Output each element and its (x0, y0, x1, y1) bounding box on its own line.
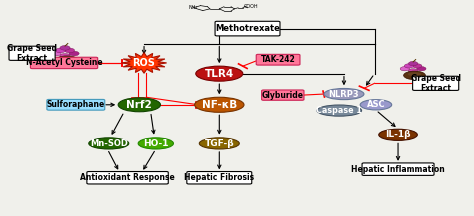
Circle shape (60, 46, 70, 50)
Circle shape (64, 48, 74, 53)
FancyBboxPatch shape (47, 99, 105, 110)
Ellipse shape (408, 72, 421, 76)
Ellipse shape (118, 98, 161, 112)
Circle shape (417, 67, 426, 71)
Text: Caspase 1: Caspase 1 (316, 106, 362, 115)
Text: NF-κB: NF-κB (201, 100, 237, 110)
Text: Mn-SOD: Mn-SOD (90, 139, 128, 148)
Text: ROS: ROS (133, 58, 155, 68)
Circle shape (55, 48, 65, 53)
Text: N-Acetyl Cysteine: N-Acetyl Cysteine (26, 59, 102, 67)
Ellipse shape (379, 129, 417, 140)
Circle shape (412, 64, 422, 68)
Ellipse shape (138, 138, 173, 149)
Ellipse shape (89, 138, 129, 149)
FancyBboxPatch shape (187, 172, 252, 184)
Text: Antioxidant Response: Antioxidant Response (80, 173, 175, 182)
Text: Methotrexate: Methotrexate (215, 24, 280, 33)
Ellipse shape (360, 100, 392, 110)
FancyBboxPatch shape (9, 46, 55, 60)
Text: COOH: COOH (244, 3, 259, 9)
Text: HO-1: HO-1 (143, 139, 169, 148)
Text: Nrf2: Nrf2 (127, 100, 152, 110)
Text: IL-1β: IL-1β (385, 130, 411, 139)
Text: NH₂: NH₂ (189, 5, 198, 10)
Text: Grape Seed
Extract: Grape Seed Extract (410, 74, 461, 93)
Text: NLRP3: NLRP3 (328, 90, 359, 98)
Text: Hepatic Fibrosis: Hepatic Fibrosis (184, 173, 255, 182)
Circle shape (60, 54, 70, 58)
Circle shape (409, 69, 418, 73)
FancyBboxPatch shape (87, 172, 168, 184)
Ellipse shape (60, 57, 74, 61)
FancyBboxPatch shape (215, 21, 280, 36)
FancyBboxPatch shape (262, 90, 304, 100)
Polygon shape (121, 53, 167, 73)
Text: TGF-β: TGF-β (204, 139, 234, 148)
Circle shape (404, 64, 414, 68)
Ellipse shape (195, 97, 244, 112)
Text: TAK-242: TAK-242 (261, 55, 295, 64)
Ellipse shape (324, 89, 364, 100)
FancyBboxPatch shape (30, 57, 98, 69)
FancyBboxPatch shape (256, 54, 300, 65)
Circle shape (409, 61, 418, 66)
Circle shape (51, 51, 61, 56)
Ellipse shape (196, 66, 243, 81)
Circle shape (400, 67, 410, 71)
Ellipse shape (199, 138, 239, 149)
Text: Sulforaphane: Sulforaphane (47, 100, 105, 109)
Ellipse shape (55, 56, 79, 65)
Ellipse shape (404, 71, 425, 80)
FancyBboxPatch shape (413, 76, 459, 91)
Circle shape (69, 51, 79, 56)
Text: Glyburide: Glyburide (262, 91, 304, 100)
FancyBboxPatch shape (362, 163, 434, 175)
Text: Hepatic Inflammation: Hepatic Inflammation (351, 165, 445, 174)
Text: ASC: ASC (366, 100, 385, 109)
Text: TLR4: TLR4 (205, 69, 234, 79)
Text: Grape Seed
Extract: Grape Seed Extract (7, 44, 57, 63)
Ellipse shape (317, 105, 362, 116)
